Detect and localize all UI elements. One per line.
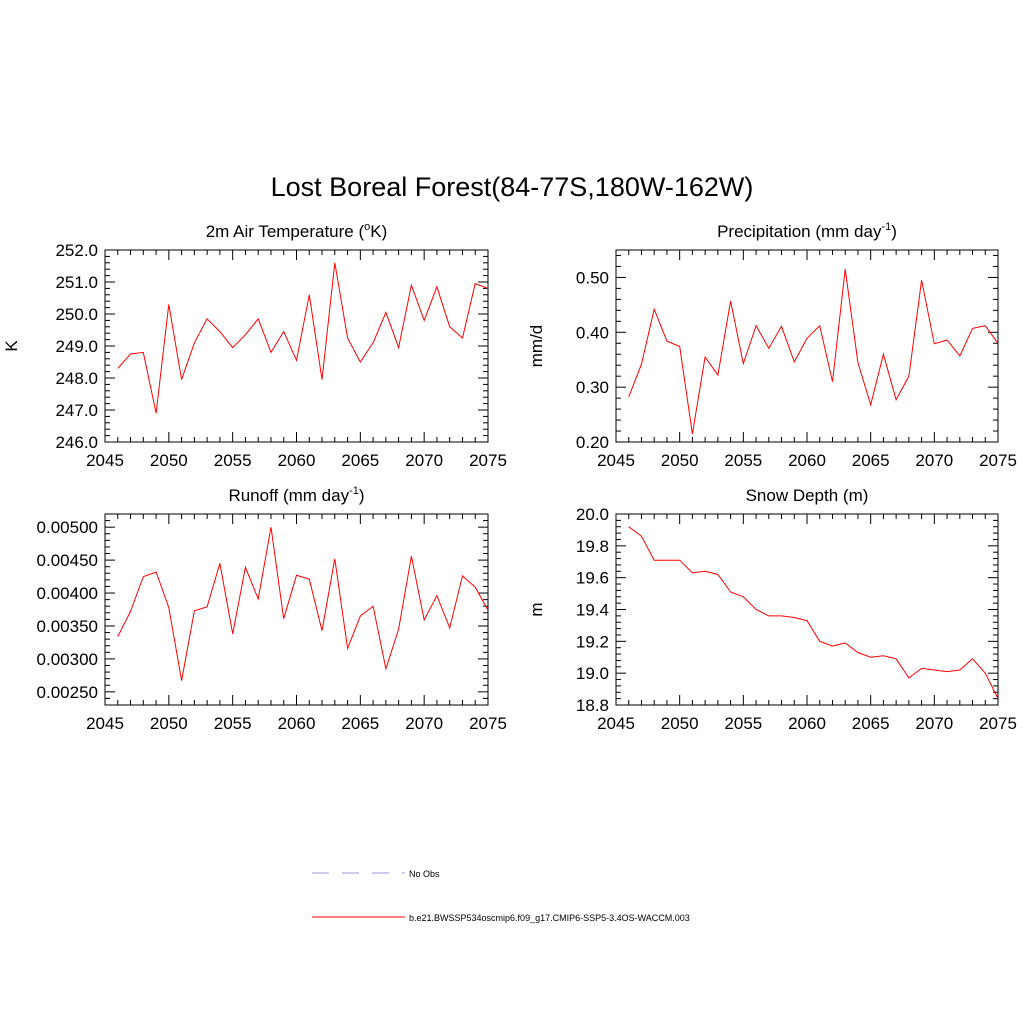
runoff-ytick-label: 0.00300 (37, 650, 98, 669)
precipitation-xtick-label: 2060 (788, 451, 826, 470)
precipitation-title: Precipitation (mm day-1) (717, 221, 897, 241)
precipitation-ytick-label: 0.30 (576, 378, 609, 397)
runoff-ytick-label: 0.00450 (37, 551, 98, 570)
runoff-ytick-label: 0.00350 (37, 617, 98, 636)
temperature-xtick-label: 2065 (341, 451, 379, 470)
snow-depth-ytick-label: 20.0 (576, 505, 609, 524)
snow-depth-xtick-label: 2065 (852, 714, 890, 733)
runoff-series-line (117, 527, 489, 681)
snow-depth-ytick-label: 19.6 (576, 569, 609, 588)
figure-title: Lost Boreal Forest(84-77S,180W-162W) (271, 172, 754, 202)
temperature-xtick-label: 2050 (150, 451, 188, 470)
snow-depth-ytick-label: 19.0 (576, 664, 609, 683)
snow-depth-xtick-label: 2045 (597, 714, 635, 733)
runoff-xtick-label: 2070 (405, 714, 443, 733)
snow-depth-panel: Snow Depth (m) m 2045 2050 2055 2060 2065 2070 2… (527, 486, 1017, 733)
temperature-xtick-label: 2045 (86, 451, 124, 470)
precipitation-xtick-label: 2065 (852, 451, 890, 470)
runoff-xtick-label: 2055 (214, 714, 252, 733)
runoff-xtick-label: 2050 (150, 714, 188, 733)
precipitation-xtick-label: 2070 (915, 451, 953, 470)
temperature-ytick-label: 248.0 (55, 369, 98, 388)
snow-depth-title: Snow Depth (m) (746, 486, 869, 505)
snow-depth-series-line (628, 526, 999, 699)
temperature-xtick-label: 2055 (214, 451, 252, 470)
snow-depth-xtick-label: 2055 (724, 714, 762, 733)
temperature-xtick-label: 2075 (469, 451, 507, 470)
snow-depth-xtick-label: 2050 (661, 714, 699, 733)
precipitation-series-line (628, 269, 999, 434)
panels: 2m Air Temperature (oK) K 2045 2050 2055 2060… (2, 221, 1017, 733)
snow-depth-xtick-label: 2060 (788, 714, 826, 733)
precipitation-ylabel: mm/d (527, 325, 546, 368)
precipitation-panel: Precipitation (mm day-1) mm/d 2045 2050 2055… (527, 221, 1017, 470)
runoff-ytick-label: 0.00400 (37, 584, 98, 603)
snow-depth-ylabel: m (527, 602, 546, 616)
precipitation-xtick-label: 2045 (597, 451, 635, 470)
precipitation-xtick-label: 2075 (979, 451, 1017, 470)
legend-model-label: b.e21.BWSSP534oscmip6.f09_g17.CMIP6-SSP5… (409, 913, 690, 923)
legend-no-obs-label: No Obs (409, 869, 440, 879)
runoff-ytick-label: 0.00500 (37, 518, 98, 537)
snow-depth-ytick-label: 19.2 (576, 632, 609, 651)
snow-depth-ytick-label: 18.8 (576, 696, 609, 715)
legend: No Obs b.e21.BWSSP534oscmip6.f09_g17.CMI… (312, 869, 690, 923)
temperature-series-line (117, 262, 489, 414)
precipitation-ytick-label: 0.40 (576, 323, 609, 342)
temperature-ytick-label: 246.0 (55, 433, 98, 452)
runoff-xtick-label: 2075 (469, 714, 507, 733)
temperature-ytick-label: 252.0 (55, 241, 98, 260)
runoff-xtick-label: 2065 (341, 714, 379, 733)
temperature-xtick-label: 2070 (405, 451, 443, 470)
runoff-ytick-label: 0.00250 (37, 683, 98, 702)
snow-depth-xtick-label: 2075 (979, 714, 1017, 733)
temperature-ytick-label: 249.0 (55, 337, 98, 356)
temperature-ylabel: K (2, 340, 21, 352)
temperature-ytick-label: 247.0 (55, 401, 98, 420)
precipitation-ytick-label: 0.20 (576, 433, 609, 452)
runoff-panel: Runoff (mm day-1) 2045 2050 2055 2060 2065 207… (37, 485, 507, 733)
temperature-panel: 2m Air Temperature (oK) K 2045 2050 2055 2060… (2, 221, 507, 470)
precipitation-ytick-label: 0.50 (576, 268, 609, 287)
temperature-ytick-label: 251.0 (55, 273, 98, 292)
precipitation-xtick-label: 2050 (661, 451, 699, 470)
temperature-ytick-label: 250.0 (55, 305, 98, 324)
runoff-title: Runoff (mm day-1) (228, 485, 364, 505)
snow-depth-ytick-label: 19.4 (576, 601, 609, 620)
snow-depth-xtick-label: 2070 (915, 714, 953, 733)
temperature-title: 2m Air Temperature (oK) (206, 221, 388, 241)
precipitation-xtick-label: 2055 (724, 451, 762, 470)
runoff-xtick-label: 2060 (278, 714, 316, 733)
runoff-xtick-label: 2045 (86, 714, 124, 733)
temperature-xtick-label: 2060 (278, 451, 316, 470)
snow-depth-ytick-label: 19.8 (576, 537, 609, 556)
